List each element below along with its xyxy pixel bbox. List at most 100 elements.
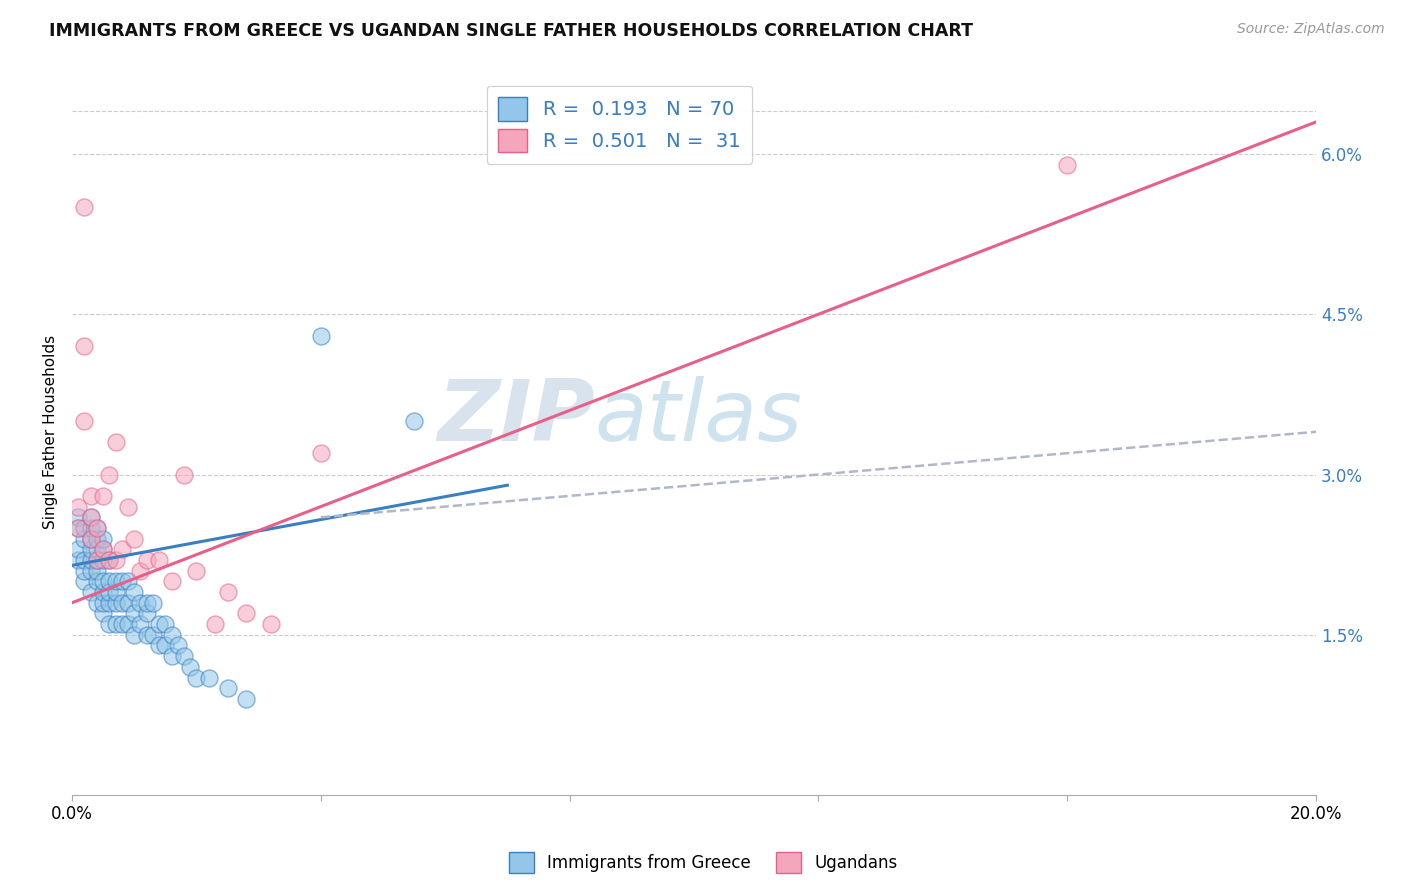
Legend: R =  0.193   N = 70, R =  0.501   N =  31: R = 0.193 N = 70, R = 0.501 N = 31 [486,86,752,164]
Point [67,500,90,514]
Point [104,553,127,567]
Point [98,585,121,599]
Point [79,542,101,557]
Point [160,628,183,642]
Point [79,532,101,546]
Point [160,649,183,664]
Y-axis label: Single Father Households: Single Father Households [44,334,58,529]
Point [186,671,208,685]
Point [104,574,127,589]
Point [67,553,90,567]
Point [98,596,121,610]
Point [91,542,114,557]
Point [91,596,114,610]
Point [122,585,145,599]
Point [142,628,165,642]
Point [155,639,177,653]
Point [91,607,114,621]
Point [73,414,96,428]
Point [217,585,239,599]
Point [148,553,170,567]
Point [86,521,108,535]
Point [86,553,108,567]
Point [98,574,121,589]
Point [111,542,134,557]
Point [91,574,114,589]
Point [135,628,157,642]
Point [67,542,90,557]
Point [129,617,152,632]
Point [98,553,121,567]
Point [1056,158,1078,172]
Point [86,521,108,535]
Point [67,521,90,535]
Point [79,532,101,546]
Point [67,521,90,535]
Point [235,607,257,621]
Point [73,339,96,353]
Point [186,564,208,578]
Point [404,414,426,428]
Point [117,500,139,514]
Point [173,467,195,482]
Point [235,692,257,706]
Point [111,596,134,610]
Point [86,596,108,610]
Point [104,585,127,599]
Point [79,553,101,567]
Point [91,532,114,546]
Point [98,617,121,632]
Point [173,649,195,664]
Point [129,564,152,578]
Point [148,639,170,653]
Point [86,553,108,567]
Point [98,467,121,482]
Point [73,564,96,578]
Point [179,660,201,674]
Point [117,596,139,610]
Point [309,328,332,343]
Point [79,510,101,524]
Point [73,521,96,535]
Point [86,542,108,557]
Point [91,553,114,567]
Point [73,574,96,589]
Point [86,564,108,578]
Point [129,596,152,610]
Point [79,521,101,535]
Point [204,617,226,632]
Point [79,585,101,599]
Point [155,617,177,632]
Point [79,564,101,578]
Point [122,607,145,621]
Point [91,585,114,599]
Text: ZIP: ZIP [437,376,595,458]
Point [117,617,139,632]
Point [104,435,127,450]
Point [309,446,332,460]
Point [91,489,114,503]
Point [142,596,165,610]
Text: Source: ZipAtlas.com: Source: ZipAtlas.com [1237,22,1385,37]
Point [111,617,134,632]
Point [111,574,134,589]
Point [91,542,114,557]
Point [122,532,145,546]
Point [73,553,96,567]
Point [166,639,188,653]
Legend: Immigrants from Greece, Ugandans: Immigrants from Greece, Ugandans [502,846,904,880]
Point [217,681,239,696]
Point [73,532,96,546]
Point [148,617,170,632]
Point [135,596,157,610]
Point [79,510,101,524]
Point [98,553,121,567]
Point [122,628,145,642]
Point [260,617,283,632]
Point [117,574,139,589]
Point [135,553,157,567]
Point [135,607,157,621]
Text: IMMIGRANTS FROM GREECE VS UGANDAN SINGLE FATHER HOUSEHOLDS CORRELATION CHART: IMMIGRANTS FROM GREECE VS UGANDAN SINGLE… [49,22,973,40]
Point [73,201,96,215]
Point [198,671,221,685]
